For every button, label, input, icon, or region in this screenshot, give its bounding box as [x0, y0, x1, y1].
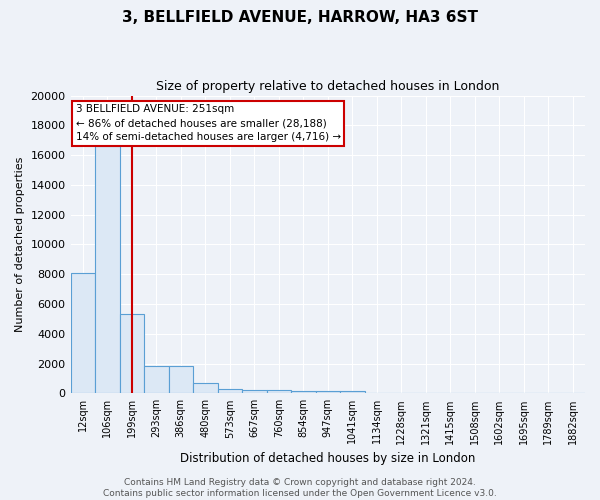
X-axis label: Distribution of detached houses by size in London: Distribution of detached houses by size … — [180, 452, 475, 465]
Text: Contains HM Land Registry data © Crown copyright and database right 2024.
Contai: Contains HM Land Registry data © Crown c… — [103, 478, 497, 498]
Bar — [242, 390, 266, 394]
Bar — [144, 366, 169, 394]
Y-axis label: Number of detached properties: Number of detached properties — [15, 156, 25, 332]
Title: Size of property relative to detached houses in London: Size of property relative to detached ho… — [156, 80, 499, 93]
Text: 3 BELLFIELD AVENUE: 251sqm
← 86% of detached houses are smaller (28,188)
14% of : 3 BELLFIELD AVENUE: 251sqm ← 86% of deta… — [76, 104, 341, 142]
Bar — [169, 366, 193, 394]
Bar — [316, 391, 340, 394]
Bar — [95, 146, 119, 394]
Bar — [340, 391, 365, 394]
Bar — [218, 388, 242, 394]
Text: 3, BELLFIELD AVENUE, HARROW, HA3 6ST: 3, BELLFIELD AVENUE, HARROW, HA3 6ST — [122, 10, 478, 25]
Bar — [193, 383, 218, 394]
Bar — [119, 314, 144, 394]
Bar — [71, 272, 95, 394]
Bar — [266, 390, 291, 394]
Bar — [291, 391, 316, 394]
